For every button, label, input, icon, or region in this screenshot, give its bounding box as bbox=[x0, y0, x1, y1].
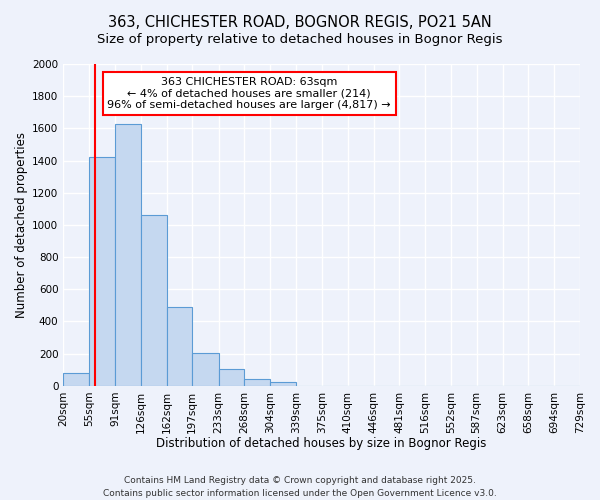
Bar bbox=[115, 124, 140, 386]
Bar bbox=[140, 216, 167, 386]
Bar bbox=[244, 380, 270, 386]
X-axis label: Distribution of detached houses by size in Bognor Regis: Distribution of detached houses by size … bbox=[157, 437, 487, 450]
Text: 363 CHICHESTER ROAD: 63sqm
← 4% of detached houses are smaller (214)
96% of semi: 363 CHICHESTER ROAD: 63sqm ← 4% of detac… bbox=[107, 77, 391, 110]
Y-axis label: Number of detached properties: Number of detached properties bbox=[15, 132, 28, 318]
Bar bbox=[167, 307, 192, 386]
Bar bbox=[89, 156, 115, 386]
Text: 363, CHICHESTER ROAD, BOGNOR REGIS, PO21 5AN: 363, CHICHESTER ROAD, BOGNOR REGIS, PO21… bbox=[108, 15, 492, 30]
Text: Size of property relative to detached houses in Bognor Regis: Size of property relative to detached ho… bbox=[97, 32, 503, 46]
Text: Contains HM Land Registry data © Crown copyright and database right 2025.
Contai: Contains HM Land Registry data © Crown c… bbox=[103, 476, 497, 498]
Bar bbox=[270, 382, 296, 386]
Bar bbox=[192, 353, 218, 386]
Bar bbox=[63, 373, 89, 386]
Bar bbox=[218, 369, 244, 386]
